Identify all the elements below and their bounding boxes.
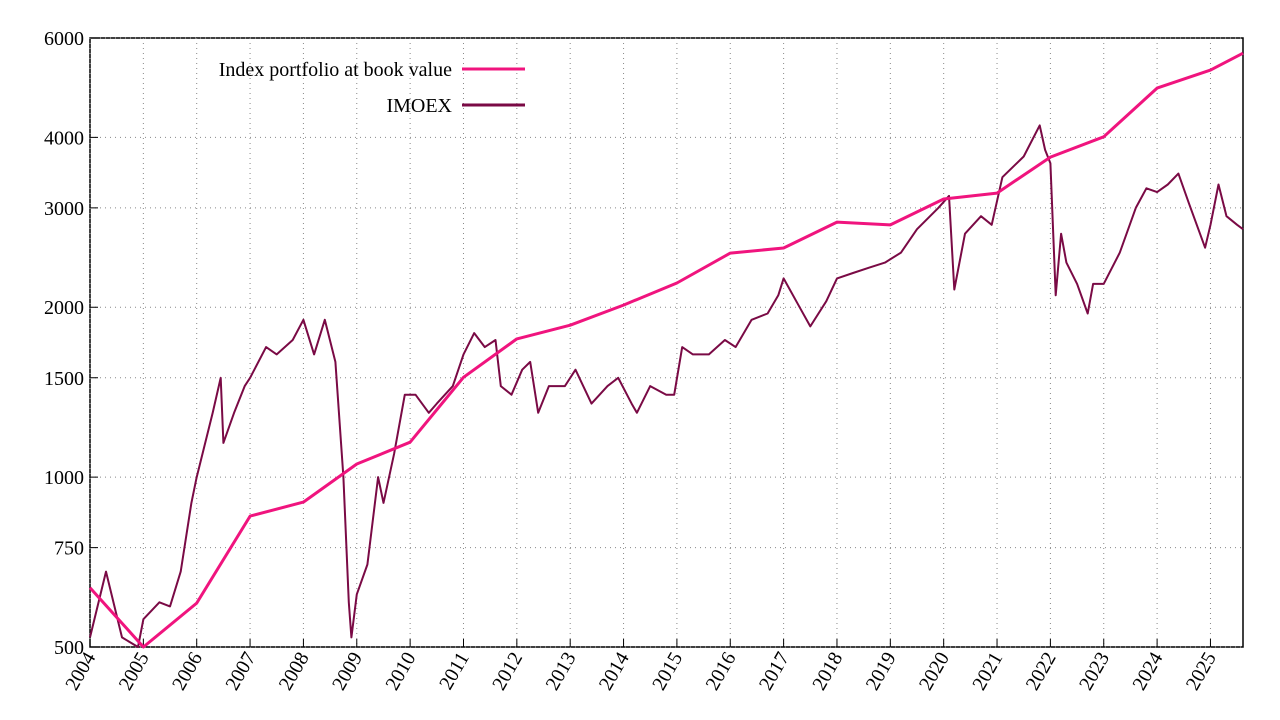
x-tick-label: 2025 (1182, 649, 1221, 695)
x-tick-label: 2013 (541, 649, 580, 695)
x-tick-label: 2015 (648, 649, 687, 695)
x-tick-label: 2021 (968, 648, 1007, 694)
legend-label: IMOEX (386, 95, 452, 117)
series-line (89, 124, 1244, 648)
x-tick-label: 2020 (915, 649, 954, 695)
y-tick-label: 3000 (44, 198, 84, 220)
x-tick-label: 2009 (328, 649, 367, 695)
x-tick-label: 2005 (115, 649, 154, 695)
y-tick-label: 500 (54, 637, 84, 659)
x-tick-label: 2008 (275, 649, 314, 695)
y-tick-label: 1000 (44, 467, 84, 489)
y-tick-label: 1500 (44, 368, 84, 390)
x-tick-label: 2016 (702, 649, 741, 695)
x-tick-label: 2023 (1075, 649, 1114, 695)
x-tick-label: 2011 (435, 649, 474, 694)
x-tick-label: 2006 (168, 649, 207, 695)
x-tick-label: 2007 (221, 649, 260, 695)
plot-frame (89, 37, 1244, 648)
legend-label: Index portfolio at book value (219, 59, 452, 81)
y-tick-label: 2000 (44, 297, 84, 319)
y-tick-label: 4000 (44, 127, 84, 149)
x-tick-label: 2014 (595, 649, 634, 695)
x-tick-label: 2024 (1128, 649, 1167, 695)
y-tick-label: 750 (54, 538, 84, 560)
x-tick-label: 2018 (808, 649, 847, 695)
x-tick-label: 2022 (1022, 649, 1061, 695)
x-tick-label: 2017 (755, 649, 794, 695)
series-line (88, 51, 1244, 649)
y-tick-label: 6000 (44, 28, 84, 50)
x-tick-label: 2012 (488, 649, 527, 695)
x-tick-label: 2010 (381, 649, 420, 695)
x-tick-label: 2019 (862, 649, 901, 695)
